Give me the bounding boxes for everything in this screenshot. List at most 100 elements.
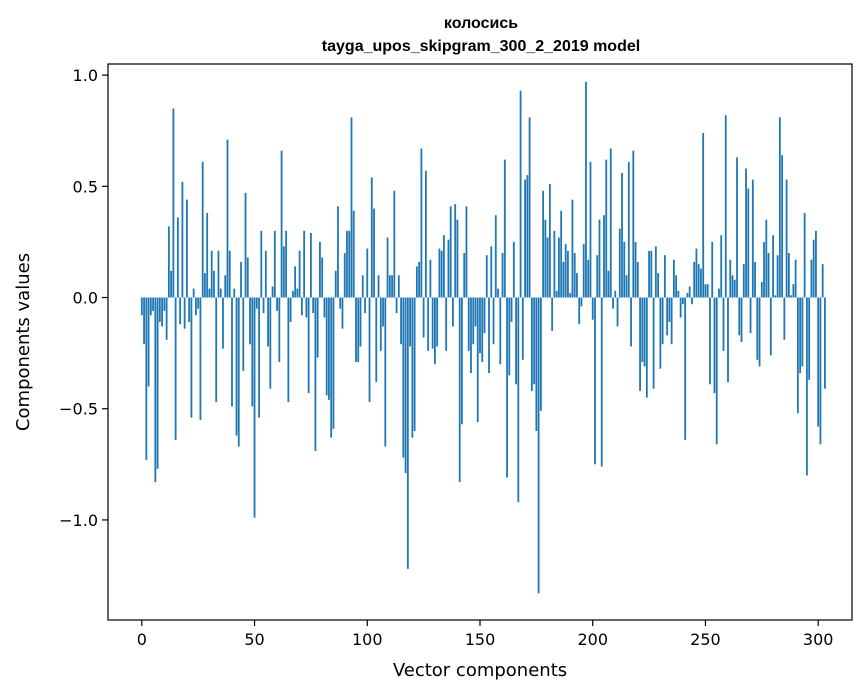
bar	[233, 288, 236, 298]
bar	[609, 148, 612, 298]
bar	[718, 288, 720, 298]
bar	[474, 297, 477, 327]
bar	[443, 235, 445, 298]
bar	[803, 213, 806, 298]
bar	[794, 259, 797, 298]
x-tick-label: 0	[137, 630, 147, 649]
bar	[375, 297, 378, 383]
bar	[465, 206, 468, 298]
bar	[666, 297, 669, 336]
bar	[499, 297, 502, 365]
bar	[618, 228, 621, 298]
bar	[140, 297, 143, 316]
bar	[747, 188, 750, 298]
bar	[481, 297, 484, 363]
bar	[639, 297, 641, 391]
bar	[170, 270, 173, 298]
bar	[603, 215, 605, 298]
bar	[695, 248, 698, 298]
x-axis: 0 50 100 150 200 250 300	[137, 620, 833, 649]
bar	[346, 230, 348, 298]
bar	[652, 297, 655, 389]
bar	[411, 297, 414, 438]
bar	[636, 261, 639, 298]
bar	[231, 297, 233, 407]
x-tick-label: 250	[690, 630, 721, 649]
bar	[693, 261, 696, 298]
bar	[285, 230, 288, 298]
bar	[598, 219, 601, 298]
bar	[778, 117, 781, 298]
bar	[348, 230, 351, 298]
bar	[343, 253, 346, 298]
bar	[824, 297, 826, 389]
bar	[517, 297, 520, 503]
bar	[758, 297, 761, 367]
bar	[576, 273, 578, 298]
bar	[819, 297, 822, 445]
bar	[201, 161, 204, 298]
bar	[524, 179, 526, 298]
bar	[332, 297, 335, 429]
bar	[388, 275, 391, 298]
bar	[242, 297, 245, 371]
x-tick-label: 100	[352, 630, 383, 649]
bar	[659, 297, 662, 369]
bar	[145, 297, 148, 460]
bar	[384, 297, 387, 447]
bar	[720, 235, 723, 298]
bar	[657, 273, 660, 298]
bar	[262, 297, 265, 314]
bar	[163, 297, 166, 311]
bar	[821, 264, 824, 298]
bar	[208, 288, 211, 298]
bar	[370, 177, 373, 298]
x-tick-label: 150	[465, 630, 496, 649]
bar	[179, 297, 182, 325]
bar	[742, 264, 745, 298]
bar	[503, 159, 506, 298]
bar	[183, 297, 186, 329]
bar	[418, 261, 421, 298]
bar	[328, 297, 330, 400]
bar	[152, 297, 154, 311]
bar	[634, 241, 637, 298]
bar	[485, 255, 488, 298]
bar	[697, 264, 700, 298]
y-axis: −1.0 −0.5 0.0 0.5 1.0	[59, 66, 108, 530]
bar	[641, 297, 644, 363]
bar	[436, 297, 439, 347]
bar	[334, 270, 337, 298]
bar	[393, 190, 396, 298]
bar	[447, 239, 450, 298]
bar	[564, 244, 567, 298]
bar	[582, 244, 585, 298]
bar	[555, 290, 558, 298]
bar	[147, 297, 150, 387]
bar	[815, 230, 817, 298]
bar	[463, 253, 466, 298]
bar	[672, 259, 675, 298]
bar	[341, 297, 344, 329]
bar	[616, 297, 619, 327]
bar	[808, 297, 811, 380]
bar	[528, 117, 531, 298]
bar	[258, 297, 260, 418]
bar	[654, 246, 657, 298]
bar	[434, 297, 436, 365]
bar	[512, 241, 515, 298]
y-tick-label: 1.0	[73, 66, 98, 85]
bar	[222, 297, 224, 349]
bar	[612, 297, 614, 309]
bar	[400, 297, 402, 345]
chart-title: колосись	[444, 15, 518, 32]
bar	[456, 219, 459, 298]
bar	[553, 230, 556, 298]
bar	[386, 237, 389, 298]
x-tick-label: 200	[577, 630, 608, 649]
bar	[594, 297, 596, 465]
bar	[368, 297, 371, 403]
bar	[751, 179, 754, 298]
bar	[573, 253, 576, 298]
bar	[355, 297, 357, 363]
